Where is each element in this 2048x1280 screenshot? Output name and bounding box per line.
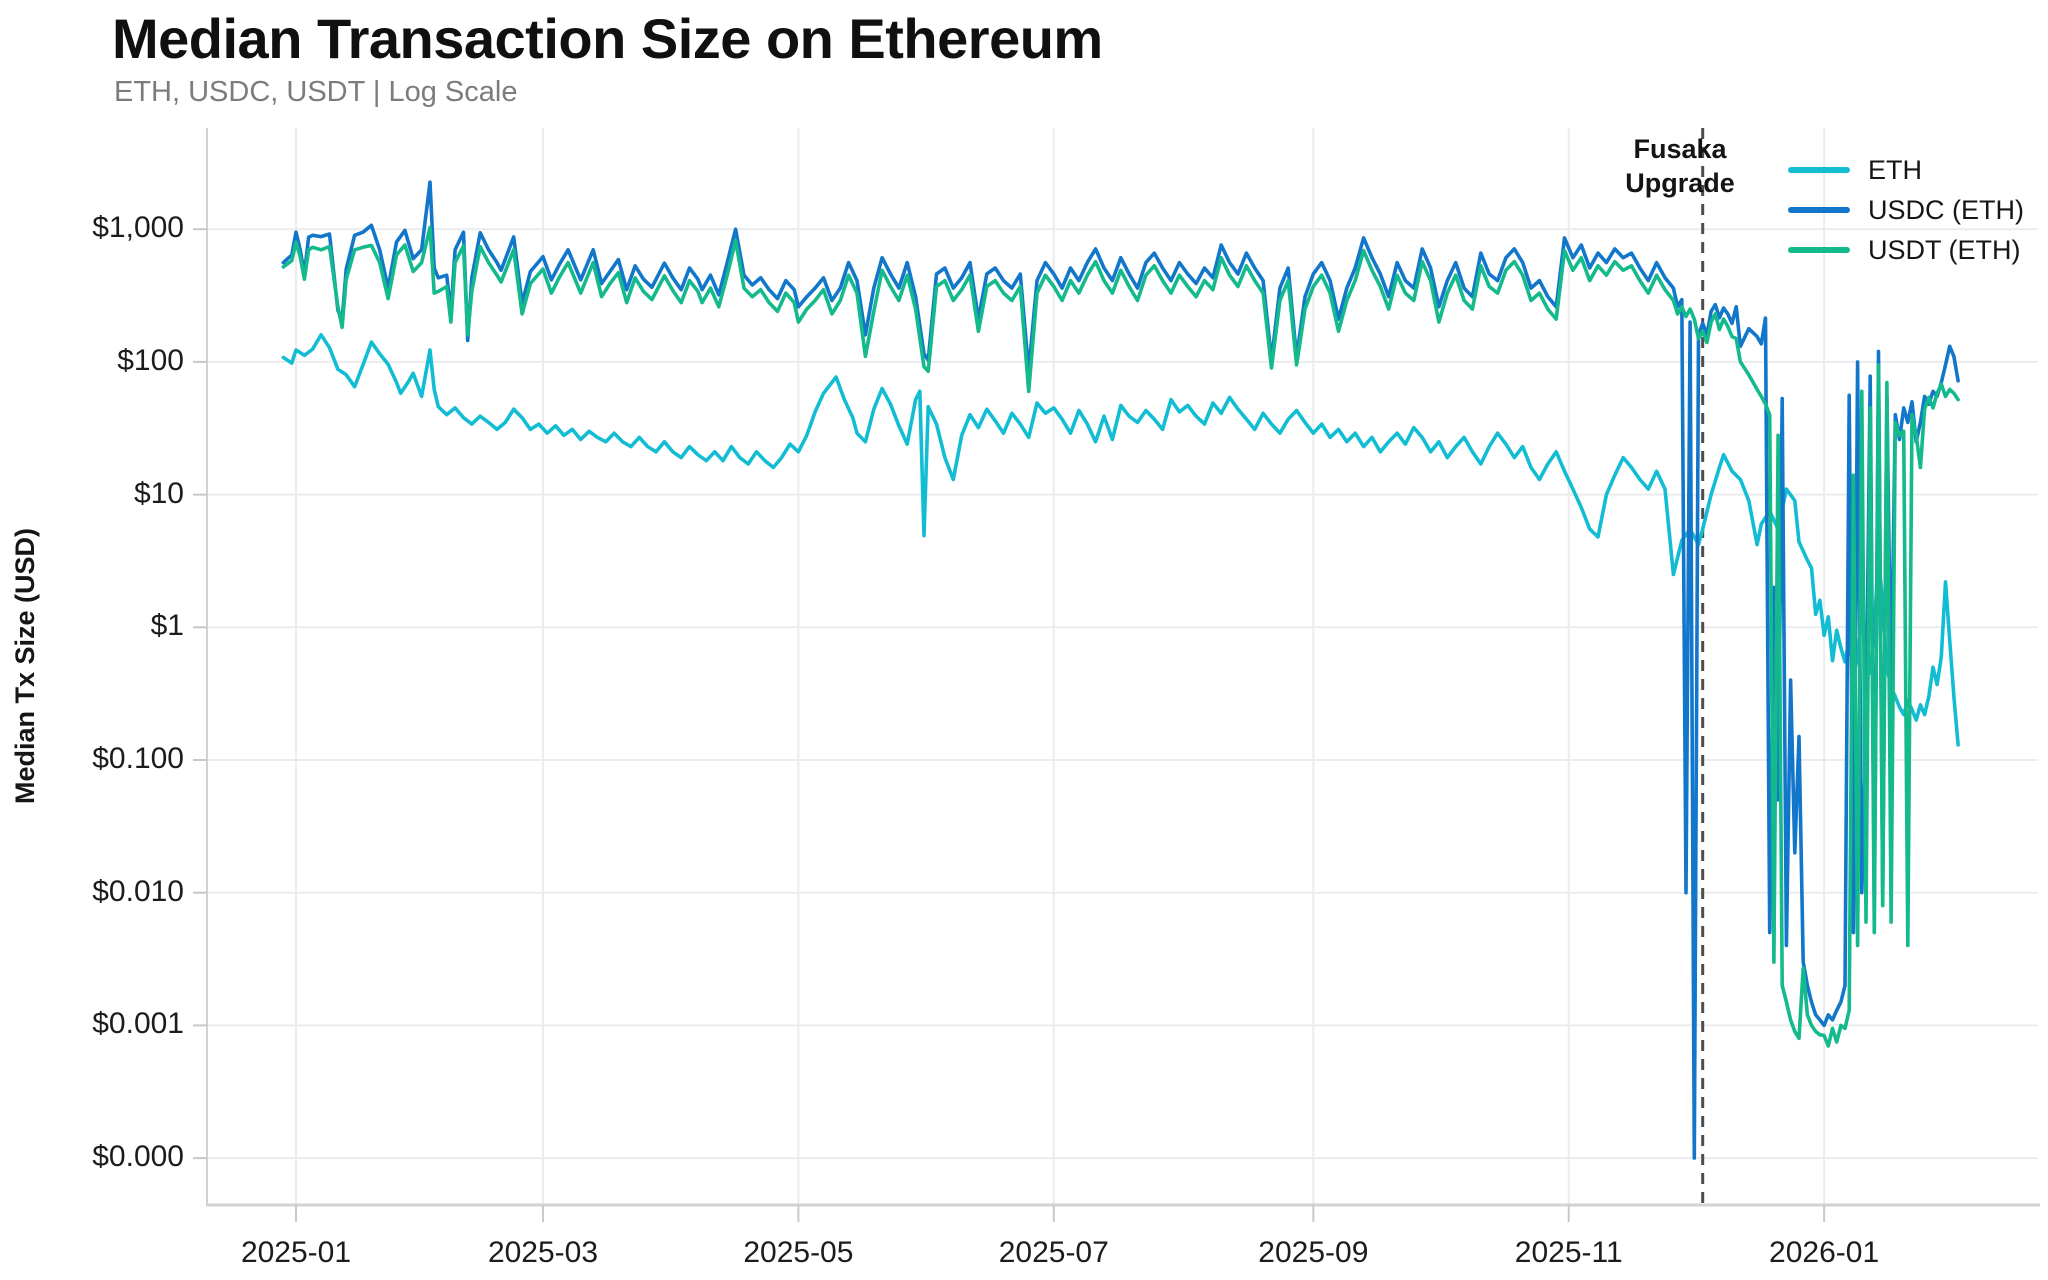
x-tick-label: 2025-07	[998, 1236, 1109, 1269]
y-tick-label: $10	[133, 476, 184, 510]
legend-swatch-usdc	[1788, 207, 1850, 213]
annotation-line1: Fusaka	[1633, 134, 1727, 164]
y-tick-label: $0.010	[92, 874, 184, 908]
series-line-usdt-eth	[281, 225, 1960, 1048]
legend-item-usdt: USDT (ETH)	[1788, 230, 2024, 270]
legend: ETH USDC (ETH) USDT (ETH)	[1788, 150, 2024, 270]
x-tick-label: 2025-05	[743, 1236, 854, 1269]
x-tick-label: 2025-01	[240, 1236, 352, 1269]
y-tick-label: $0.100	[92, 742, 184, 775]
legend-item-usdc: USDC (ETH)	[1788, 190, 2024, 230]
x-tick-label: 2025-11	[1514, 1236, 1623, 1269]
chart-subtitle: ETH, USDC, USDT | Log Scale	[114, 76, 518, 108]
fusaka-upgrade-annotation: Fusaka Upgrade	[1577, 132, 1783, 200]
legend-label-usdc: USDC (ETH)	[1868, 194, 2024, 225]
y-tick-label: $100	[117, 343, 184, 377]
legend-swatch-usdt	[1788, 247, 1850, 253]
series-line-eth	[281, 332, 1960, 747]
y-tick-label: $0.000	[92, 1140, 184, 1174]
y-tick-label: $0.001	[92, 1007, 184, 1041]
legend-swatch-eth	[1788, 167, 1850, 173]
chart-title: Median Transaction Size on Ethereum	[112, 7, 1103, 70]
x-tick-label: 2025-09	[1258, 1236, 1369, 1269]
y-tick-label: $1	[150, 609, 184, 643]
annotation-line2: Upgrade	[1625, 168, 1735, 198]
legend-label-usdt: USDT (ETH)	[1868, 234, 2021, 265]
x-tick-label: 2025-03	[487, 1236, 599, 1269]
legend-label-eth: ETH	[1868, 154, 1922, 185]
y-tick-label: $1,000	[92, 211, 184, 245]
series-line-usdc-eth	[281, 180, 1960, 1160]
x-tick-label: 2026-01	[1769, 1236, 1880, 1269]
legend-item-eth: ETH	[1788, 150, 2024, 190]
